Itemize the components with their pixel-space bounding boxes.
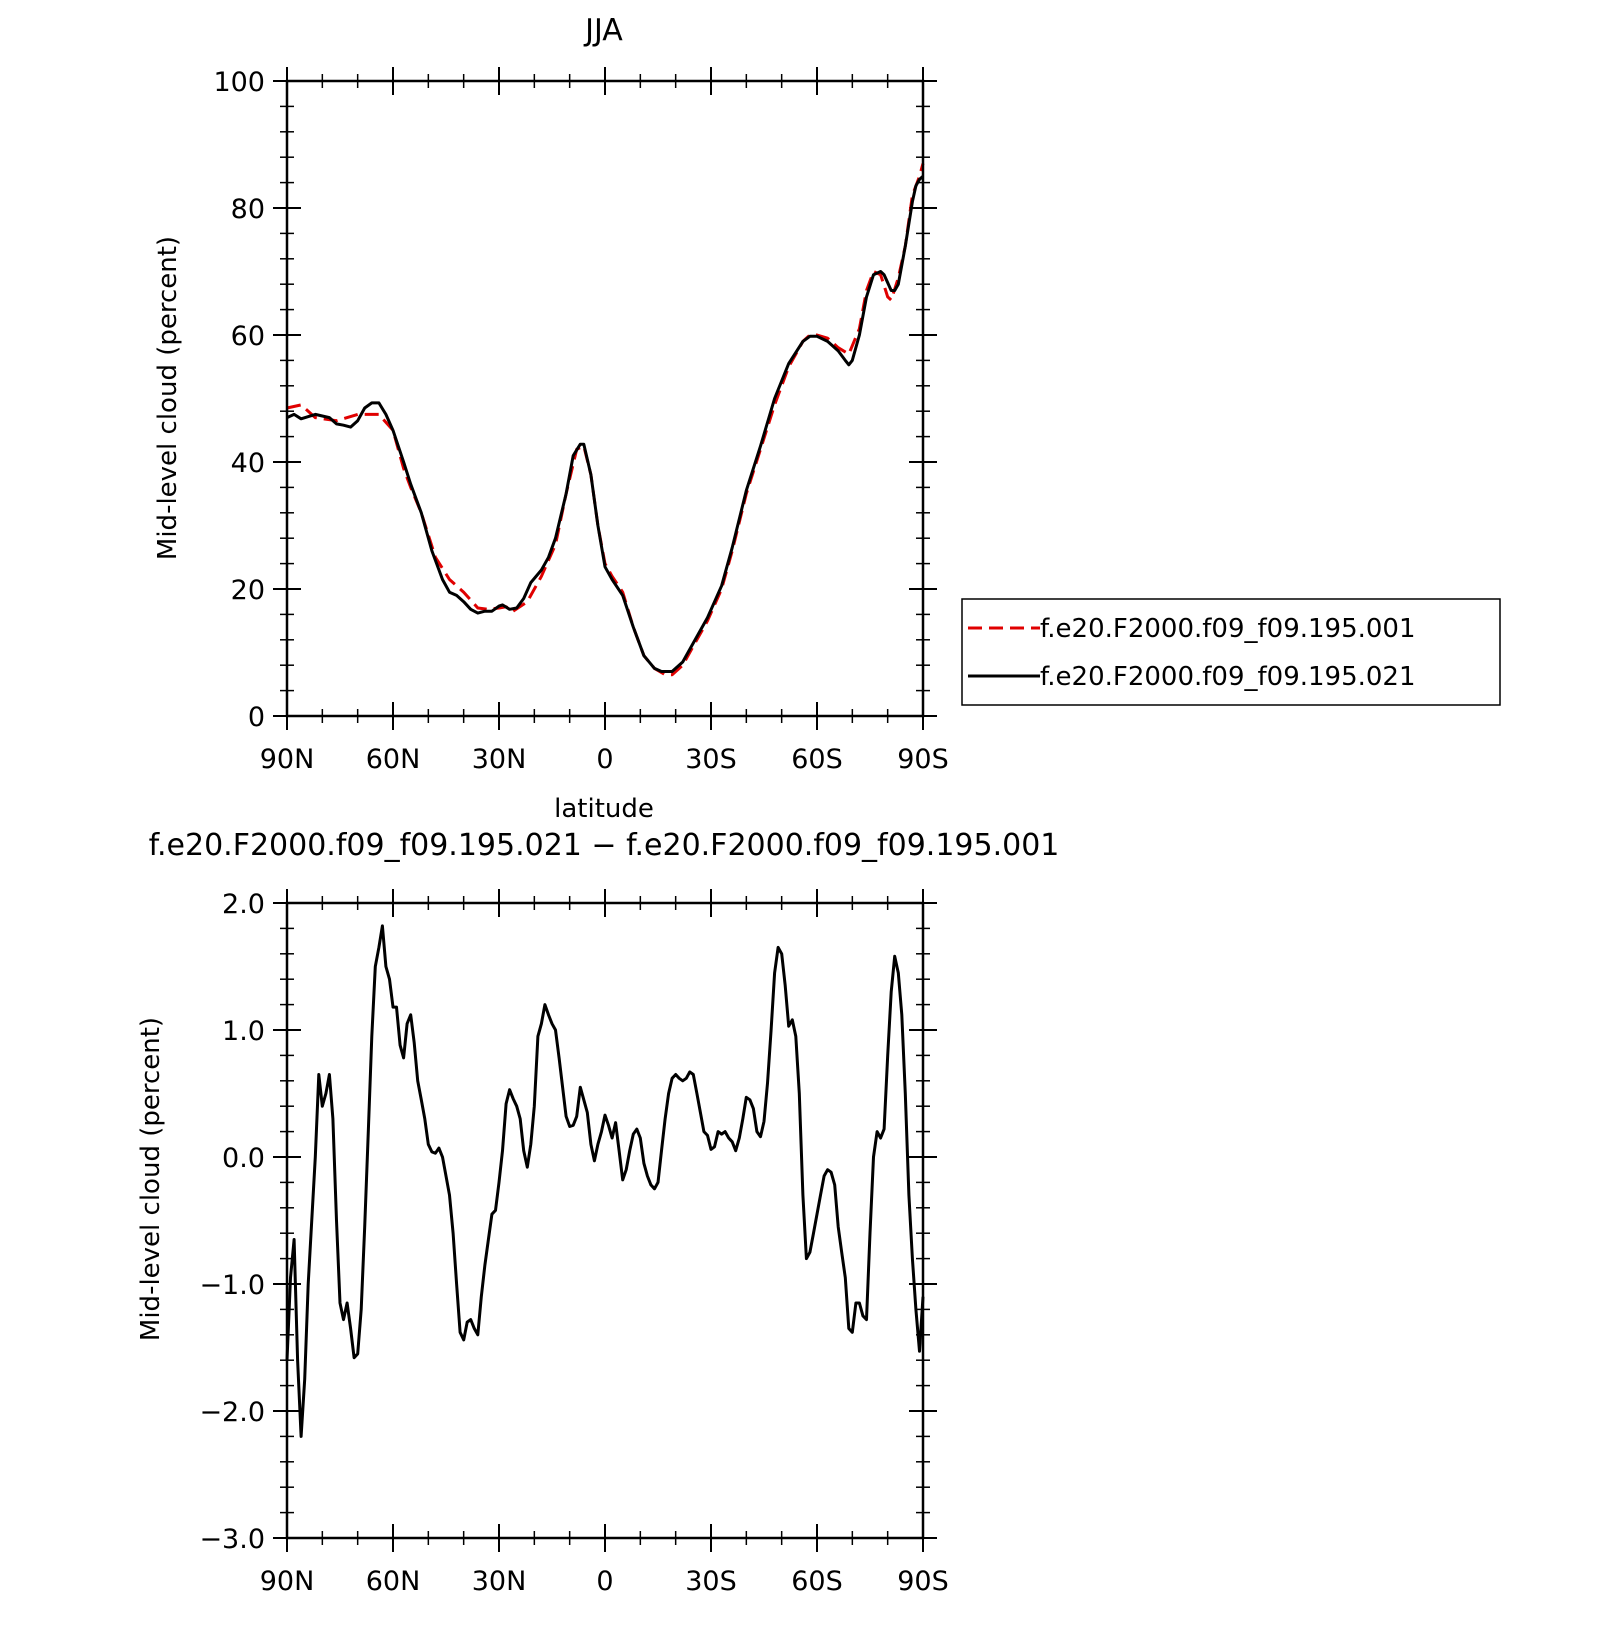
x-tick-label: 60N xyxy=(366,1566,421,1597)
bottom-series-lines xyxy=(285,924,925,1438)
x-tick-label: 90N xyxy=(260,744,315,775)
bottom-x-tick-labels: 90N 60N 30N 0 30S 60S 90S xyxy=(260,1566,949,1597)
y-tick-label: 100 xyxy=(213,67,265,98)
x-tick-label: 60S xyxy=(791,744,843,775)
y-tick-label: 60 xyxy=(231,321,265,352)
x-tick-label: 0 xyxy=(596,744,613,775)
y-tick-label: 40 xyxy=(231,448,265,479)
top-plot-frame xyxy=(285,79,925,718)
series-line-1 xyxy=(286,163,925,677)
legend: f.e20.F2000.f09_f09.195.001 f.e20.F2000.… xyxy=(961,598,1501,706)
y-tick-label: 20 xyxy=(231,575,265,606)
x-tick-label: 90S xyxy=(897,744,949,775)
x-tick-label: 90N xyxy=(260,1566,315,1597)
bottom-chart-title: f.e20.F2000.f09_f09.195.021 − f.e20.F200… xyxy=(149,828,1060,863)
top-x-axis-label: latitude xyxy=(554,794,654,824)
y-tick-label: 0.0 xyxy=(222,1143,265,1174)
legend-label-series-2: f.e20.F2000.f09_f09.195.021 xyxy=(1040,662,1416,692)
top-series-lines xyxy=(286,163,925,677)
bottom-y-axis-label: Mid-level cloud (percent) xyxy=(136,1017,166,1341)
top-axis-ticks xyxy=(273,67,937,730)
x-tick-label: 30N xyxy=(472,1566,527,1597)
y-tick-label: 1.0 xyxy=(222,1016,265,1047)
y-tick-label: −1.0 xyxy=(199,1270,265,1301)
legend-label-series-1: f.e20.F2000.f09_f09.195.001 xyxy=(1040,614,1416,644)
x-tick-label: 90S xyxy=(897,1566,949,1597)
y-tick-label: 80 xyxy=(231,194,265,225)
x-tick-label: 30S xyxy=(685,1566,737,1597)
top-x-tick-labels: 90N 60N 30N 0 30S 60S 90S xyxy=(260,744,949,775)
top-y-tick-labels: 0 20 40 60 80 100 xyxy=(213,67,265,733)
y-tick-label: 0 xyxy=(248,702,265,733)
bottom-plot-frame xyxy=(285,901,925,1540)
top-y-axis-label: Mid-level cloud (percent) xyxy=(153,236,183,560)
x-tick-label: 30N xyxy=(472,744,527,775)
y-tick-label: −3.0 xyxy=(199,1524,265,1555)
bottom-panel: f.e20.F2000.f09_f09.195.021 − f.e20.F200… xyxy=(136,828,1060,1597)
legend-box xyxy=(961,598,1501,706)
x-tick-label: 60S xyxy=(791,1566,843,1597)
top-panel: JJA latitude Mid-level cloud (percent) 9… xyxy=(153,13,949,824)
x-tick-label: 30S xyxy=(685,744,737,775)
bottom-y-tick-labels: −3.0 −2.0 −1.0 0.0 1.0 2.0 xyxy=(199,889,265,1555)
x-tick-label: 0 xyxy=(596,1566,613,1597)
series-line-1 xyxy=(285,924,925,1438)
y-tick-label: 2.0 xyxy=(222,889,265,920)
y-tick-label: −2.0 xyxy=(199,1397,265,1428)
top-chart-title: JJA xyxy=(583,13,623,48)
series-line-2 xyxy=(286,175,924,673)
x-tick-label: 60N xyxy=(366,744,421,775)
